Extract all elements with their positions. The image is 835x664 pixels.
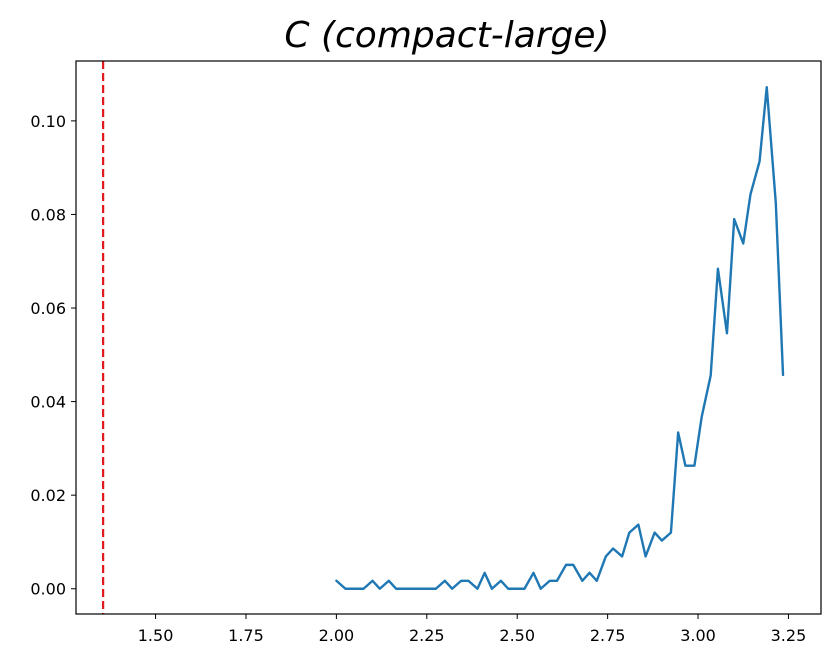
x-tick-label: 3.25: [771, 626, 807, 645]
series-line-0: [335, 85, 785, 590]
x-axis: 1.50 1.75 2.00 2.25 2.50 2.75 3.00 3.25: [138, 614, 807, 645]
y-axis: 0.00 0.02 0.04 0.06 0.08 0.10: [30, 112, 76, 599]
y-tick-label: 0.10: [30, 112, 66, 131]
y-tick-label: 0.04: [30, 393, 66, 412]
x-tick-label: 1.50: [138, 626, 174, 645]
chart-title: C (compact-large): [284, 15, 609, 56]
x-tick-label: 1.75: [228, 626, 264, 645]
x-tick-label: 2.00: [319, 626, 355, 645]
y-tick-label: 0.06: [30, 299, 66, 318]
y-tick-label: 0.00: [30, 580, 66, 599]
y-tick-label: 0.08: [30, 205, 66, 224]
x-tick-label: 3.00: [680, 626, 716, 645]
x-tick-label: 2.75: [590, 626, 626, 645]
y-tick-label: 0.02: [30, 486, 66, 505]
axes-frame: [75, 60, 822, 615]
x-tick-label: 2.25: [409, 626, 445, 645]
x-tick-label: 2.50: [499, 626, 535, 645]
plot-area: [102, 61, 785, 614]
